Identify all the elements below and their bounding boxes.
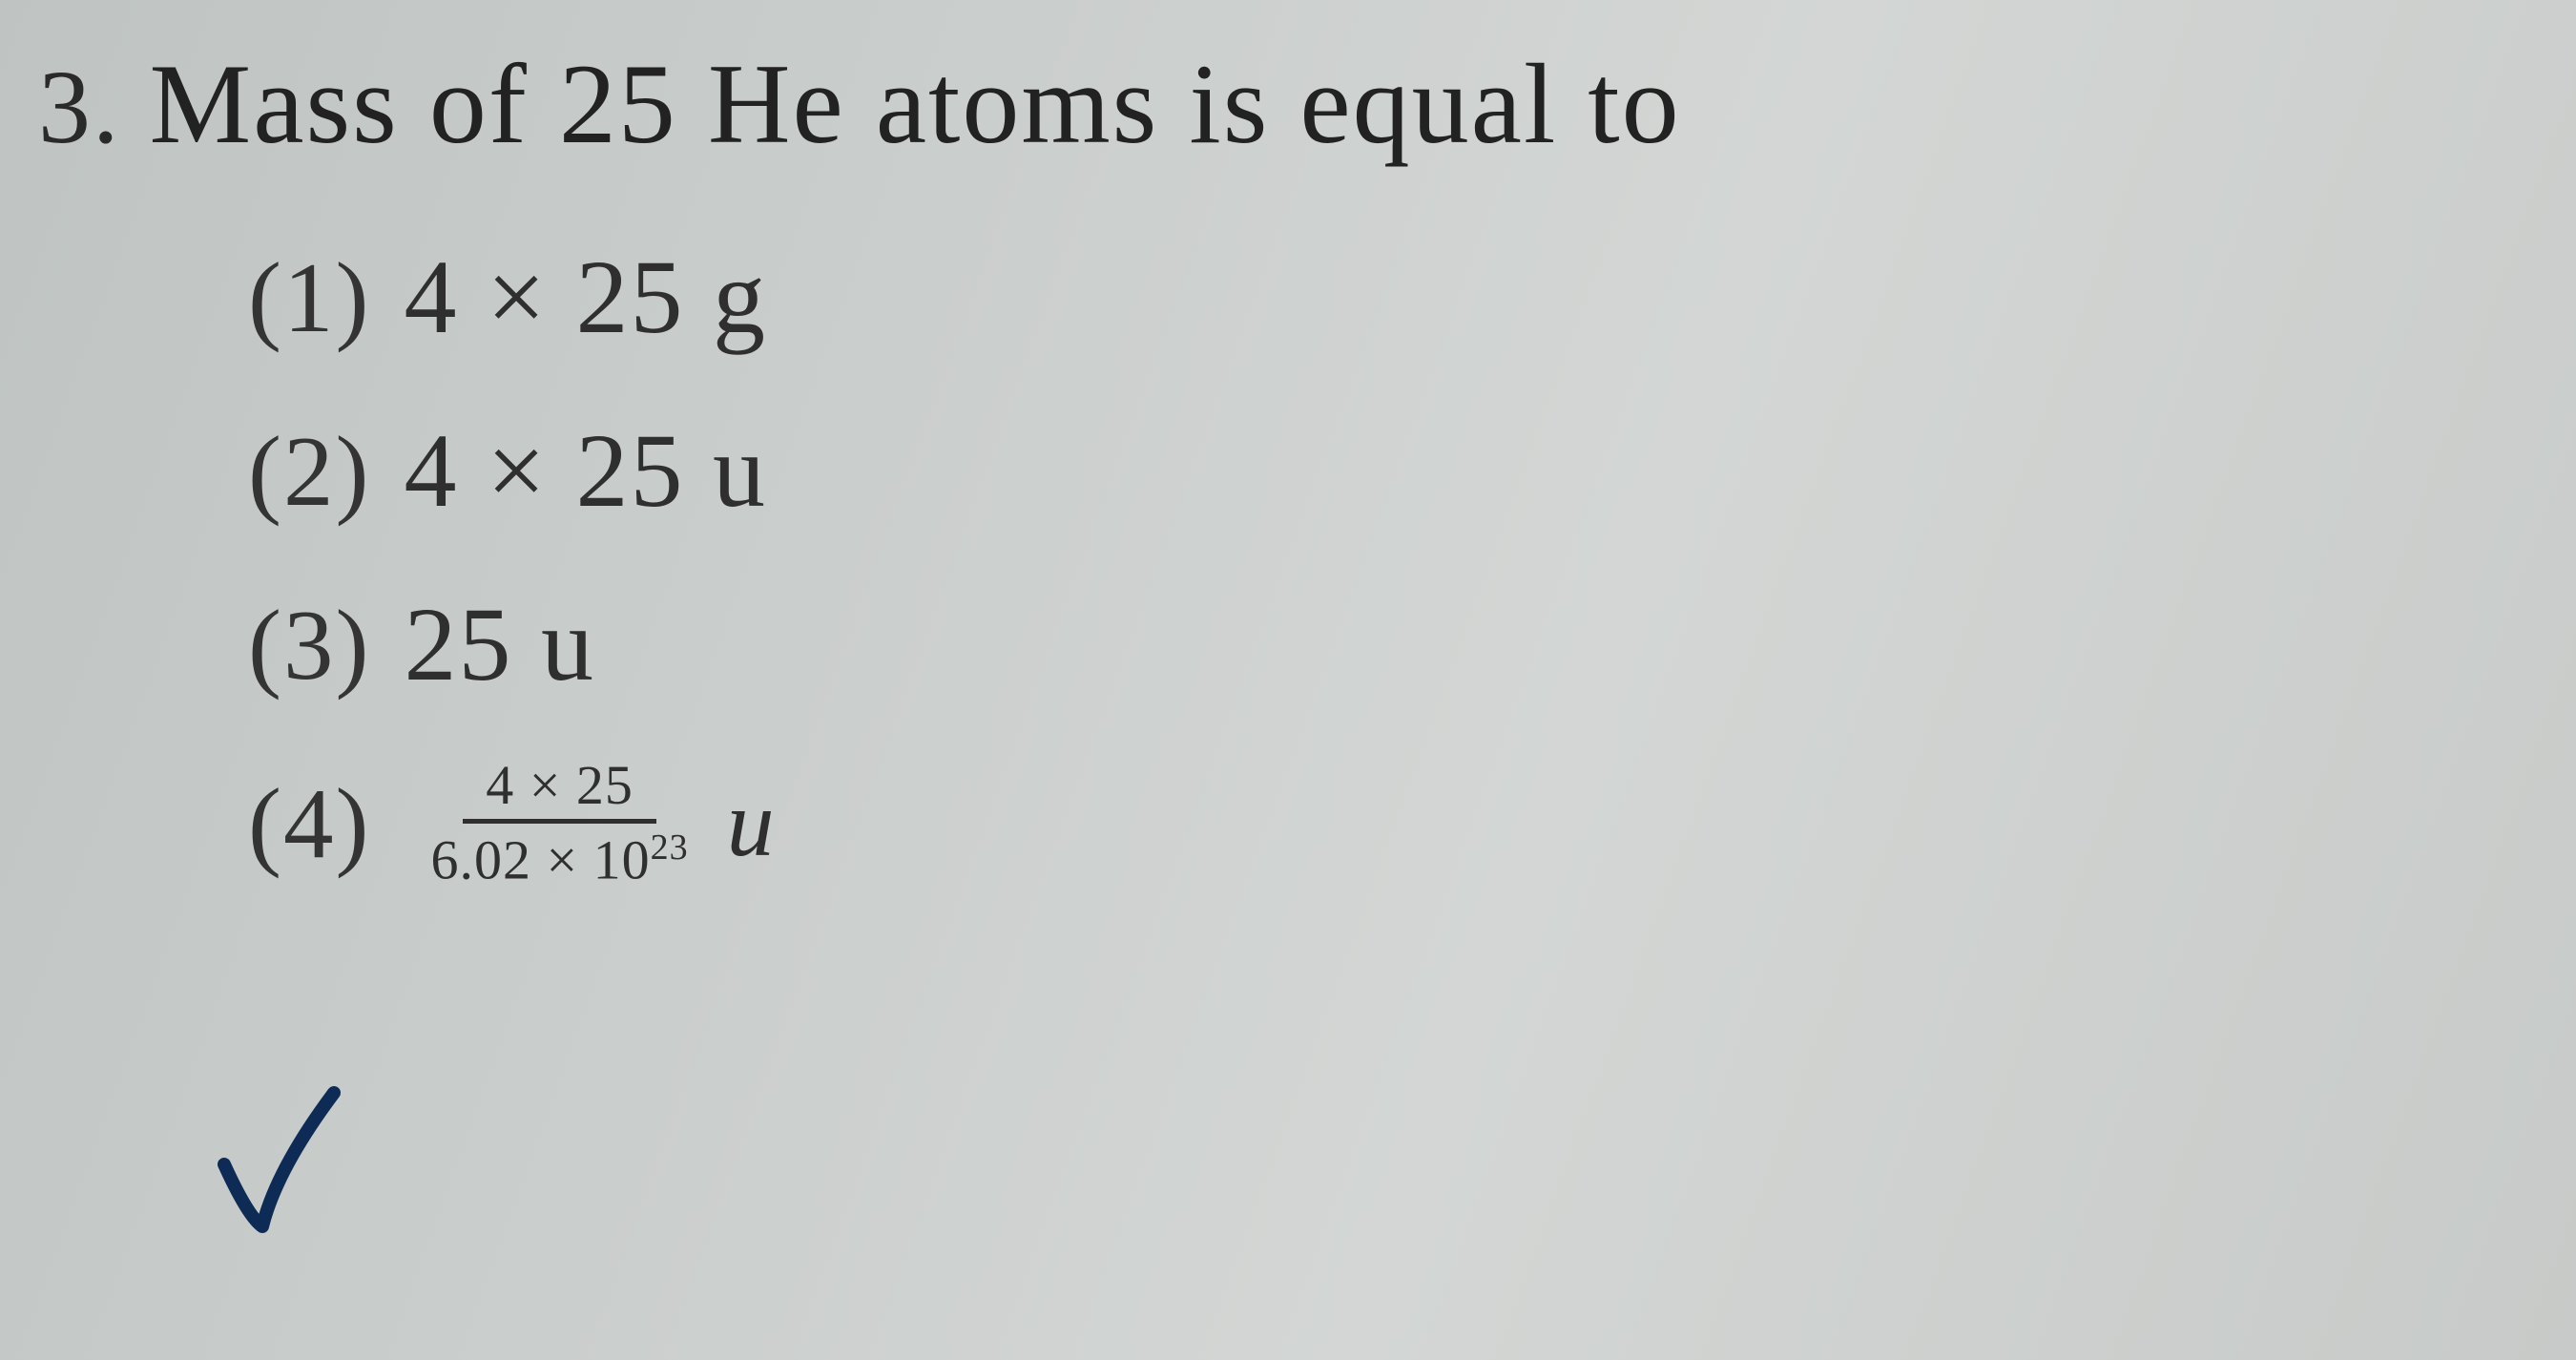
- option-1: (1) 4 × 25 g: [248, 237, 2519, 358]
- options-list: (1) 4 × 25 g (2) 4 × 25 u (3) 25 u (4) 4…: [248, 237, 2519, 888]
- option-4-label: (4): [248, 765, 370, 881]
- option-3-label: (3): [248, 587, 370, 702]
- question-row: 3. Mass of 25 He atoms is equal to: [38, 38, 2519, 170]
- handwritten-tick-icon: [210, 1083, 343, 1236]
- option-2-label: (2): [248, 413, 370, 529]
- option-4-fraction: 4 × 25 6.02 × 1023: [421, 758, 697, 888]
- option-4-den-exp: 23: [651, 827, 689, 868]
- question-text: Mass of 25 He atoms is equal to: [150, 38, 1681, 170]
- option-4: (4) 4 × 25 6.02 × 1023 u: [248, 758, 2519, 888]
- option-4-numerator: 4 × 25: [463, 758, 656, 824]
- option-4-denominator: 6.02 × 1023: [421, 824, 697, 888]
- option-2-body: 4 × 25 u: [404, 410, 767, 532]
- option-4-unit: u: [727, 768, 777, 878]
- option-4-den-base: 6.02 × 10: [430, 828, 650, 890]
- option-1-body: 4 × 25 g: [404, 237, 767, 358]
- question-number: 3.: [38, 47, 121, 168]
- page: 3. Mass of 25 He atoms is equal to (1) 4…: [0, 0, 2576, 1360]
- option-3: (3) 25 u: [248, 584, 2519, 705]
- option-1-label: (1): [248, 240, 370, 355]
- option-4-body: 4 × 25 6.02 × 1023 u: [404, 758, 776, 888]
- option-2: (2) 4 × 25 u: [248, 410, 2519, 532]
- option-3-body: 25 u: [404, 584, 595, 705]
